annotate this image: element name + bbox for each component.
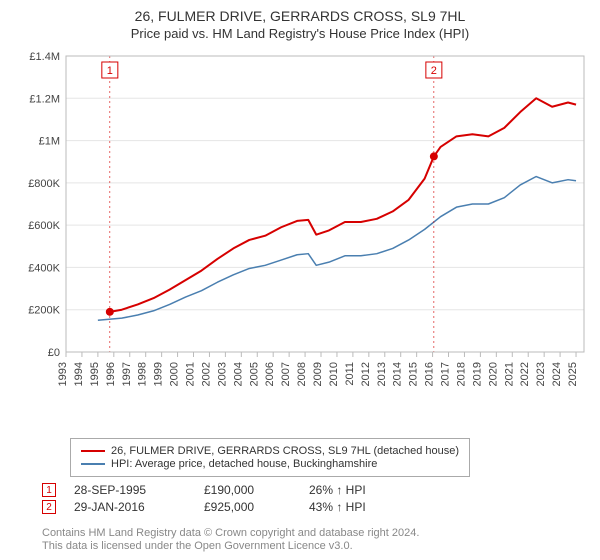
- svg-text:£200K: £200K: [28, 305, 60, 317]
- svg-text:2021: 2021: [503, 362, 515, 386]
- svg-text:2007: 2007: [280, 362, 292, 386]
- svg-text:2024: 2024: [551, 362, 563, 386]
- svg-text:2002: 2002: [200, 362, 212, 386]
- svg-text:2013: 2013: [376, 362, 388, 386]
- sale-price: £925,000: [204, 500, 309, 514]
- svg-text:2012: 2012: [360, 362, 372, 386]
- sale-delta: 26% ↑ HPI: [309, 483, 366, 497]
- svg-text:1997: 1997: [121, 362, 133, 386]
- svg-text:2018: 2018: [455, 362, 467, 386]
- legend-swatch: [81, 463, 105, 465]
- svg-text:1996: 1996: [105, 362, 117, 386]
- svg-text:2009: 2009: [312, 362, 324, 386]
- credits-line: This data is licensed under the Open Gov…: [42, 540, 419, 554]
- svg-text:2017: 2017: [440, 362, 452, 386]
- svg-text:£1.4M: £1.4M: [29, 52, 60, 63]
- sale-row: 1 28-SEP-1995 £190,000 26% ↑ HPI: [42, 483, 366, 497]
- legend-item: 26, FULMER DRIVE, GERRARDS CROSS, SL9 7H…: [81, 445, 459, 457]
- sale-marker-label: 1: [46, 485, 52, 496]
- svg-text:2015: 2015: [408, 362, 420, 386]
- svg-text:1994: 1994: [73, 362, 85, 386]
- sales-table: 1 28-SEP-1995 £190,000 26% ↑ HPI 2 29-JA…: [42, 480, 366, 517]
- sale-marker-box: 1: [42, 483, 56, 497]
- svg-text:1995: 1995: [89, 362, 101, 386]
- svg-text:2016: 2016: [424, 362, 436, 386]
- svg-text:2000: 2000: [169, 362, 181, 386]
- svg-text:2: 2: [431, 65, 437, 77]
- sale-date: 29-JAN-2016: [74, 500, 204, 514]
- legend-swatch: [81, 450, 105, 452]
- sale-marker-box: 2: [42, 500, 56, 514]
- svg-text:1998: 1998: [137, 362, 149, 386]
- svg-text:1993: 1993: [57, 362, 69, 386]
- svg-text:£1.2M: £1.2M: [29, 93, 60, 105]
- page-title: 26, FULMER DRIVE, GERRARDS CROSS, SL9 7H…: [0, 0, 600, 24]
- svg-text:2010: 2010: [328, 362, 340, 386]
- svg-text:£1M: £1M: [39, 136, 60, 148]
- svg-text:2023: 2023: [535, 362, 547, 386]
- sale-date: 28-SEP-1995: [74, 483, 204, 497]
- svg-text:£0: £0: [48, 347, 60, 359]
- sale-row: 2 29-JAN-2016 £925,000 43% ↑ HPI: [42, 500, 366, 514]
- sale-price: £190,000: [204, 483, 309, 497]
- chart-container: £0 £200K £400K £600K £800K £1M £1.2M £1.4M 1993 1…: [12, 52, 588, 430]
- svg-text:2022: 2022: [519, 362, 531, 386]
- legend-label: HPI: Average price, detached house, Buck…: [111, 458, 377, 470]
- credits-line: Contains HM Land Registry data © Crown c…: [42, 527, 419, 541]
- svg-text:£400K: £400K: [28, 262, 60, 274]
- page-subtitle: Price paid vs. HM Land Registry's House …: [0, 24, 600, 47]
- line-chart: £0 £200K £400K £600K £800K £1M £1.2M £1.4M 1993 1…: [12, 52, 588, 430]
- svg-text:2019: 2019: [471, 362, 483, 386]
- svg-text:2020: 2020: [487, 362, 499, 386]
- svg-text:2014: 2014: [392, 362, 404, 386]
- svg-text:2006: 2006: [264, 362, 276, 386]
- legend: 26, FULMER DRIVE, GERRARDS CROSS, SL9 7H…: [70, 438, 470, 477]
- svg-text:2005: 2005: [248, 362, 260, 386]
- legend-item: HPI: Average price, detached house, Buck…: [81, 458, 459, 470]
- legend-label: 26, FULMER DRIVE, GERRARDS CROSS, SL9 7H…: [111, 445, 459, 457]
- svg-text:2003: 2003: [216, 362, 228, 386]
- svg-text:2008: 2008: [296, 362, 308, 386]
- svg-text:2004: 2004: [232, 362, 244, 386]
- svg-text:1999: 1999: [153, 362, 165, 386]
- sale-delta: 43% ↑ HPI: [309, 500, 366, 514]
- svg-text:2011: 2011: [344, 362, 356, 386]
- svg-text:2001: 2001: [185, 362, 197, 386]
- svg-text:£600K: £600K: [28, 220, 60, 232]
- credits: Contains HM Land Registry data © Crown c…: [42, 527, 419, 555]
- svg-text:£800K: £800K: [28, 178, 60, 190]
- sale-marker-label: 2: [46, 502, 52, 513]
- svg-text:2025: 2025: [567, 362, 579, 386]
- svg-text:1: 1: [107, 65, 113, 77]
